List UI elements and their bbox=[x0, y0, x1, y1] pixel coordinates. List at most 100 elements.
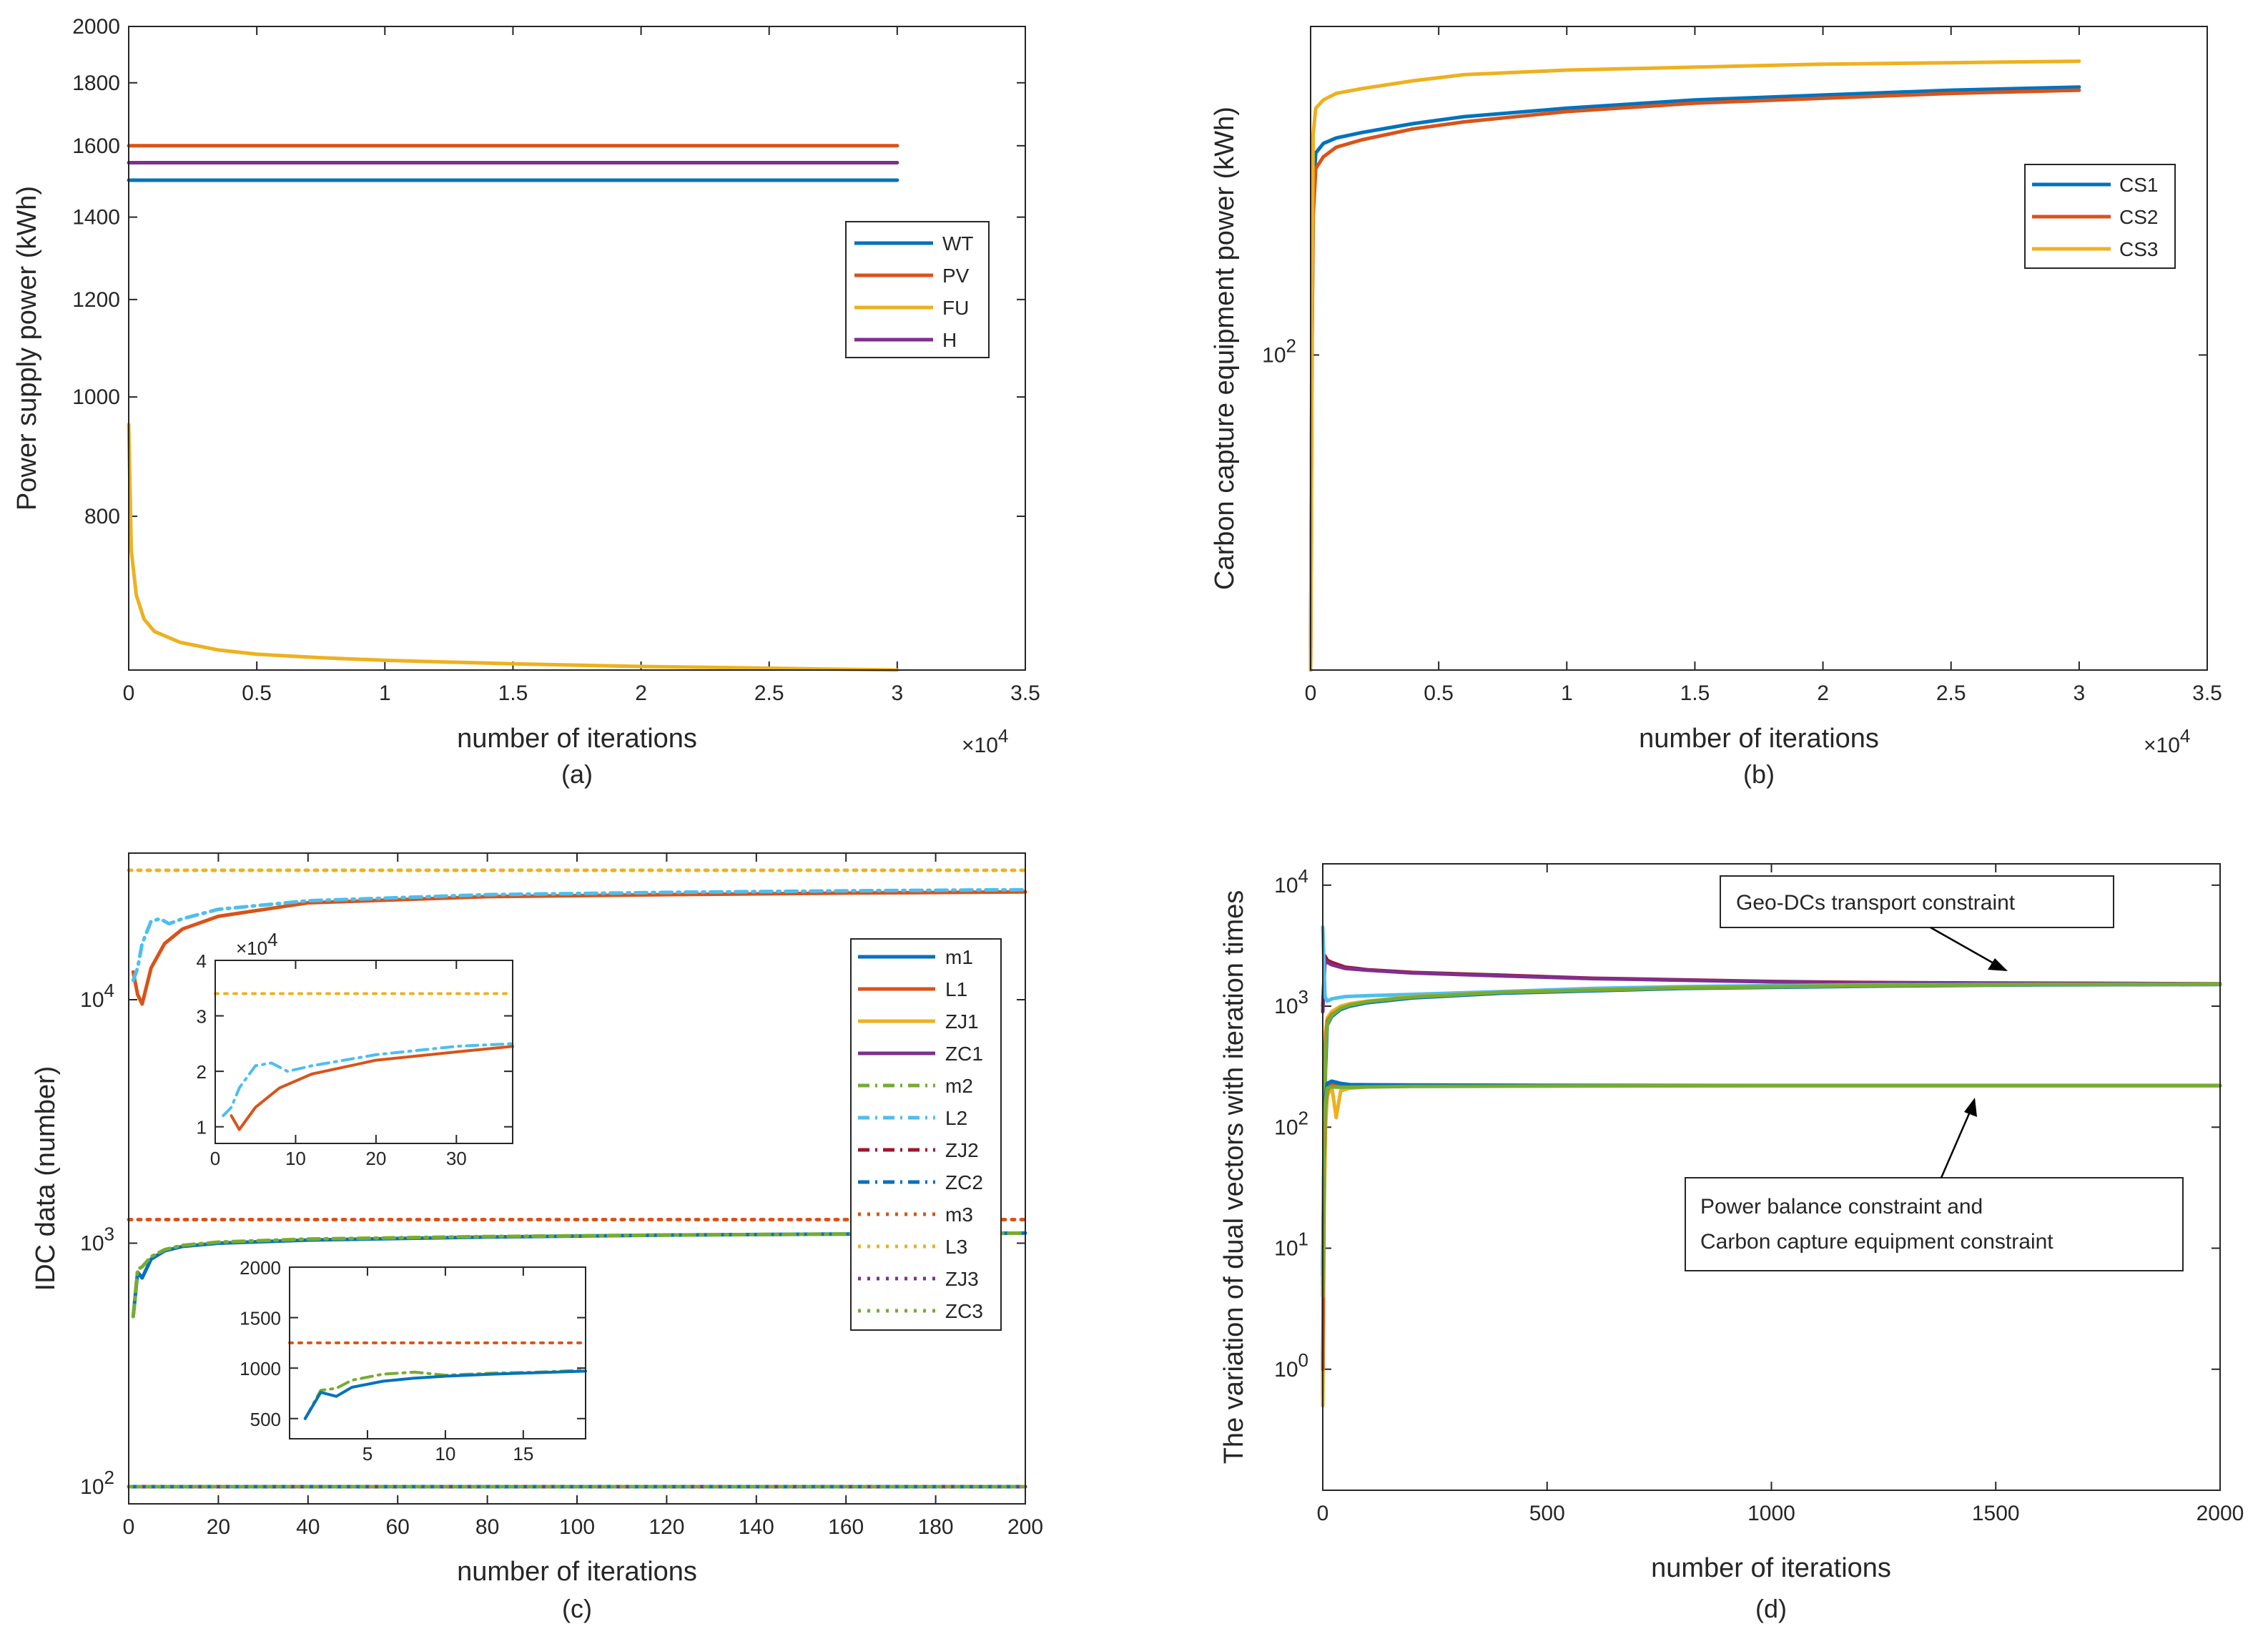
panel-c-inset-top-ticks: 0 10 20 30 1 2 3 4 bbox=[197, 950, 513, 1169]
panel-d-xtick-label: 2000 bbox=[2196, 1502, 2244, 1525]
panel-c-ytick-label-base: 10 bbox=[80, 1231, 104, 1255]
panel-c-ylabel: IDC data (number) bbox=[31, 1066, 61, 1291]
panel-c-xtick-label: 20 bbox=[207, 1515, 230, 1539]
panel-a-xtick-label: 0 bbox=[123, 681, 135, 705]
panel-d-series-line-11 bbox=[1321, 1083, 2222, 1299]
panel-d-xtick-label: 1500 bbox=[1972, 1502, 2020, 1525]
panel-c-series-l2 bbox=[131, 887, 1027, 983]
panel-a-legend: WT PV FU H bbox=[845, 221, 990, 358]
panel-c-series-m2 bbox=[131, 1231, 1027, 1319]
panel-d-axes-box bbox=[1322, 863, 2221, 1491]
panel-c-inset-top-ytick-label: 4 bbox=[197, 950, 207, 972]
panel-c-inset-bottom-ytick-label: 2000 bbox=[240, 1257, 281, 1279]
panel-c-inset-top-ytick-label: 2 bbox=[197, 1061, 207, 1083]
panel-c-legend-label-zj2: ZJ2 bbox=[945, 1139, 979, 1161]
panel-b-x-multiplier: ×104 bbox=[2144, 725, 2190, 757]
panel-a-axes-box bbox=[128, 26, 1026, 671]
panel-b-series-cs1 bbox=[1308, 85, 2081, 672]
panel-a-legend-label-h: H bbox=[942, 329, 957, 351]
panel-c-legend-label-zj3: ZJ3 bbox=[945, 1268, 979, 1290]
panel-c-legend-label-zc1: ZC1 bbox=[945, 1043, 983, 1065]
panel-b-legend-label-cs1: CS1 bbox=[2119, 174, 2158, 196]
panel-c-legend-label-m2: m2 bbox=[945, 1075, 973, 1097]
panel-d-series bbox=[1321, 925, 2222, 1408]
panel-c-inset-bottom-ticks: 5 10 15 500 1000 1500 2000 bbox=[240, 1257, 586, 1465]
panel-c-inset-top-series bbox=[214, 992, 514, 1131]
panel-d-annotation-2-line-1: Power balance constraint and bbox=[1700, 1195, 1983, 1219]
panel-c-legend-label-l1: L1 bbox=[945, 978, 967, 1000]
panel-c-inset-top-xtick-label: 20 bbox=[365, 1148, 386, 1169]
panel-a-xtick-label: 1 bbox=[379, 681, 391, 705]
panel-d-xlabel: number of iterations bbox=[1651, 1553, 1891, 1583]
panel-c-inset-bottom-ytick-label: 500 bbox=[250, 1409, 281, 1430]
panel-b-caption: (b) bbox=[1743, 759, 1775, 789]
panel-c-inset-top-y-multiplier: ×104 bbox=[236, 929, 278, 959]
panel-c-inset-top-xtick-label: 0 bbox=[210, 1148, 220, 1169]
panel-a-ytick-label: 1400 bbox=[72, 206, 120, 230]
panel-b-x-multiplier-exp: 4 bbox=[2180, 725, 2190, 747]
panel-c-legend-label-m3: m3 bbox=[945, 1204, 973, 1226]
panel-c-legend-box bbox=[850, 938, 1002, 1331]
panel-a-x-multiplier: ×104 bbox=[962, 725, 1008, 757]
panel-d-ytick-label-exp: 0 bbox=[1298, 1349, 1308, 1371]
panel-a-x-multiplier-exp: 4 bbox=[998, 725, 1008, 747]
panel-a-ylabel: Power supply power (kWh) bbox=[12, 186, 42, 511]
panel-c-inset-bottom-ytick-label: 1500 bbox=[240, 1308, 281, 1329]
panel-a-ytick-label: 800 bbox=[84, 505, 120, 528]
panel-d-xtick-label: 0 bbox=[1317, 1502, 1329, 1525]
panel-a-xtick-label: 1.5 bbox=[498, 681, 528, 705]
panel-d-caption: (d) bbox=[1755, 1594, 1787, 1623]
panel-b-xtick-label: 1 bbox=[1561, 681, 1573, 705]
panel-c-xtick-label: 160 bbox=[828, 1515, 864, 1539]
panel-d-series-line-7 bbox=[1321, 982, 2222, 1286]
panel-c-xtick-label: 100 bbox=[559, 1515, 595, 1539]
panel-b-xtick-label: 3 bbox=[2074, 681, 2086, 705]
panel-c-ytick-label: 104 bbox=[80, 980, 114, 1012]
panel-b-xlabel: number of iterations bbox=[1639, 724, 1879, 754]
panel-d-xtick-label: 500 bbox=[1529, 1502, 1565, 1525]
panel-b-legend-label-cs3: CS3 bbox=[2119, 238, 2158, 260]
panel-a-ticks: 0 0.5 1 1.5 2 2.5 3 3.5 800 1000 1200 1400 1600 1800 2… bbox=[72, 15, 1040, 705]
panel-d-ytick-label-base: 10 bbox=[1274, 1358, 1298, 1382]
panel-c-legend-label-zj1: ZJ1 bbox=[945, 1010, 979, 1033]
panel-b-xtick-label: 2.5 bbox=[1936, 681, 1966, 705]
panel-b-ytick-label: 102 bbox=[1262, 335, 1296, 367]
panel-d-ytick-label-base: 10 bbox=[1274, 874, 1298, 897]
panel-d-annotation-2-line-2: Carbon capture equipment constraint bbox=[1700, 1230, 2053, 1254]
panel-b-xtick-label: 1.5 bbox=[1680, 681, 1710, 705]
panel-d-ytick-label-exp: 3 bbox=[1298, 986, 1308, 1008]
panel-b-legend: CS1 CS2 CS3 bbox=[2024, 164, 2176, 269]
panel-d-annotation-2-arrowhead bbox=[1964, 1098, 1977, 1117]
panel-c-axes-box bbox=[128, 852, 1026, 1505]
panel-c-xtick-label: 0 bbox=[123, 1515, 135, 1539]
panel-d-ytick-label: 101 bbox=[1274, 1229, 1308, 1261]
panel-c-legend-items: m1 L1 ZJ1 ZC1 m2 L2 ZJ2 ZC2 m3 L3 ZJ3 ZC3 bbox=[858, 946, 983, 1322]
panel-a-series bbox=[127, 144, 899, 672]
panel-b-x-multiplier-base: ×10 bbox=[2144, 734, 2180, 757]
panel-d-ytick-label-base: 10 bbox=[1274, 995, 1298, 1018]
panel-c-xtick-label: 180 bbox=[918, 1515, 954, 1539]
panel-c-legend-label-l2: L2 bbox=[945, 1107, 967, 1129]
panel-c-inset-bottom-box bbox=[289, 1266, 586, 1439]
panel-c-ytick-label-exp: 3 bbox=[104, 1223, 114, 1244]
panel-b-xtick-label: 0 bbox=[1305, 681, 1317, 705]
panel-b-legend-label-cs2: CS2 bbox=[2119, 206, 2158, 228]
panel-c-ytick-label-exp: 4 bbox=[104, 980, 114, 1001]
panel-d-annotation-1-arrow bbox=[1930, 926, 1996, 965]
panel-c-legend: m1 L1 ZJ1 ZC1 m2 L2 ZJ2 ZC2 m3 L3 ZJ3 ZC3 bbox=[850, 938, 1002, 1331]
panel-a-xlabel: number of iterations bbox=[457, 724, 697, 754]
panel-a-ytick-label: 1800 bbox=[72, 72, 120, 95]
panel-a-xtick-label: 2 bbox=[635, 681, 647, 705]
panel-d-ytick-label-exp: 4 bbox=[1298, 865, 1308, 887]
panel-a-ytick-label: 2000 bbox=[72, 15, 120, 39]
panel-c-legend-label-l3: L3 bbox=[945, 1236, 967, 1258]
panel-c-inset-top-y-multiplier-base: ×10 bbox=[236, 937, 267, 959]
panel-c-xtick-label: 120 bbox=[649, 1515, 684, 1539]
panel-d-ytick-label: 100 bbox=[1274, 1349, 1308, 1382]
panel-a: 0 0.5 1 1.5 2 2.5 3 3.5 800 1000 1200 1400 1600 1800 2… bbox=[12, 15, 1040, 789]
panel-b-series bbox=[1308, 59, 2081, 672]
panel-c-inset-bottom-ytick-label: 1000 bbox=[240, 1358, 281, 1379]
panel-d-annotation-1: Geo-DCs transport constraint bbox=[1720, 875, 2114, 971]
panel-c-ytick-label-base: 10 bbox=[80, 1475, 104, 1499]
panel-a-xtick-label: 0.5 bbox=[242, 681, 272, 705]
